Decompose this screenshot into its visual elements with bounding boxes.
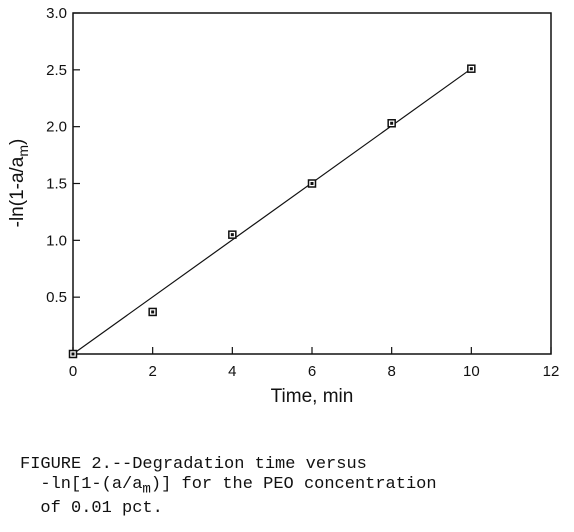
y-axis-title-subscript: m bbox=[15, 145, 31, 157]
caption-line-2-subscript: m bbox=[142, 481, 151, 498]
x-axis: 0 2 4 6 8 10 12 bbox=[69, 347, 560, 380]
y-axis-title: -ln(1-a/am) bbox=[7, 139, 31, 228]
y-tick-label: 1.5 bbox=[46, 176, 67, 193]
x-tick-label: 12 bbox=[543, 363, 560, 380]
x-tick-label: 2 bbox=[148, 363, 156, 380]
data-point bbox=[148, 307, 157, 317]
data-point-center bbox=[230, 233, 234, 237]
chart: 0 2 4 6 8 10 12 0.5 1.0 1.5 2.0 2.5 3.0 Time, min -… bbox=[7, 5, 560, 407]
x-axis-title: Time, min bbox=[271, 386, 354, 407]
x-tick-label: 4 bbox=[228, 363, 236, 380]
y-tick-label: 2.5 bbox=[46, 62, 67, 79]
x-tick-label: 6 bbox=[308, 363, 316, 380]
y-tick-label: 0.5 bbox=[46, 289, 67, 306]
data-point-center bbox=[310, 182, 314, 185]
x-tick-label: 10 bbox=[463, 363, 480, 380]
caption-line-2: -ln[1-(a/am)] for the PEO concentration bbox=[20, 475, 560, 499]
svg-text:-ln(1-a/am): -ln(1-a/am) bbox=[7, 139, 31, 228]
caption-line-2-start: -ln[1-(a/a bbox=[20, 475, 143, 494]
y-axis-title-main: -ln(1-a/a bbox=[7, 156, 28, 227]
data-point bbox=[467, 64, 476, 73]
y-axis-title-close: ) bbox=[7, 139, 28, 145]
data-point-center bbox=[469, 67, 473, 71]
data-point-center bbox=[151, 310, 155, 314]
figure-caption: FIGURE 2.--Degradation time versus -ln[1… bbox=[20, 455, 560, 519]
data-point bbox=[307, 179, 317, 188]
data-points bbox=[68, 64, 476, 359]
y-tick-label: 1.0 bbox=[46, 232, 67, 249]
y-axis: 0.5 1.0 1.5 2.0 2.5 3.0 bbox=[46, 5, 80, 306]
caption-line-3: of 0.01 pct. bbox=[20, 499, 163, 519]
caption-line-1: FIGURE 2.--Degradation time versus bbox=[20, 455, 367, 474]
caption-line-2-end: )] for the PEO concentration bbox=[150, 475, 437, 494]
fit-line bbox=[72, 68, 472, 355]
y-tick-label: 3.0 bbox=[46, 5, 67, 22]
y-tick-label: 2.0 bbox=[46, 119, 67, 136]
data-point bbox=[68, 349, 78, 359]
x-tick-label: 8 bbox=[387, 363, 395, 380]
data-point bbox=[387, 119, 396, 128]
data-point bbox=[228, 230, 237, 239]
data-point-center bbox=[390, 121, 394, 125]
data-point-center bbox=[71, 352, 75, 356]
x-tick-label: 0 bbox=[69, 363, 77, 380]
